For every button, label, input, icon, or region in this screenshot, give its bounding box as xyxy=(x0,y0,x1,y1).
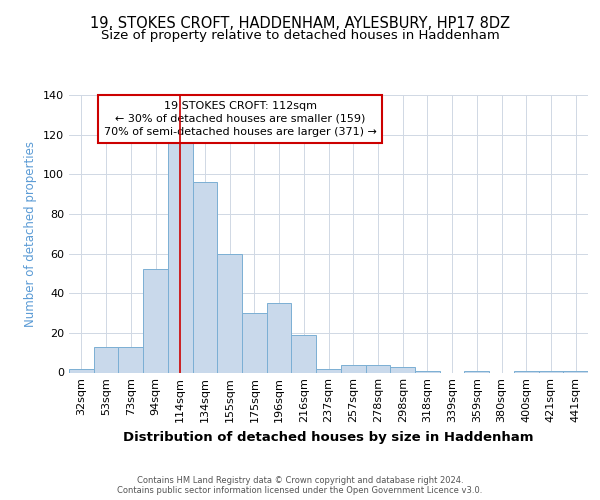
Y-axis label: Number of detached properties: Number of detached properties xyxy=(25,141,37,327)
Bar xyxy=(94,346,118,372)
Bar xyxy=(193,182,217,372)
Bar xyxy=(514,370,539,372)
Bar xyxy=(143,270,168,372)
Text: Contains HM Land Registry data © Crown copyright and database right 2024.
Contai: Contains HM Land Registry data © Crown c… xyxy=(118,476,482,495)
Bar xyxy=(217,254,242,372)
Text: Size of property relative to detached houses in Haddenham: Size of property relative to detached ho… xyxy=(101,29,499,42)
Bar xyxy=(415,370,440,372)
Bar xyxy=(563,370,588,372)
Bar xyxy=(390,366,415,372)
X-axis label: Distribution of detached houses by size in Haddenham: Distribution of detached houses by size … xyxy=(123,431,534,444)
Bar xyxy=(267,303,292,372)
Text: 19, STOKES CROFT, HADDENHAM, AYLESBURY, HP17 8DZ: 19, STOKES CROFT, HADDENHAM, AYLESBURY, … xyxy=(90,16,510,31)
Text: 19 STOKES CROFT: 112sqm
← 30% of detached houses are smaller (159)
70% of semi-d: 19 STOKES CROFT: 112sqm ← 30% of detache… xyxy=(104,100,377,137)
Bar xyxy=(539,370,563,372)
Bar xyxy=(464,370,489,372)
Bar xyxy=(365,364,390,372)
Bar xyxy=(316,368,341,372)
Bar xyxy=(69,368,94,372)
Bar xyxy=(292,335,316,372)
Bar xyxy=(118,346,143,372)
Bar xyxy=(168,142,193,372)
Bar xyxy=(341,364,365,372)
Bar xyxy=(242,313,267,372)
